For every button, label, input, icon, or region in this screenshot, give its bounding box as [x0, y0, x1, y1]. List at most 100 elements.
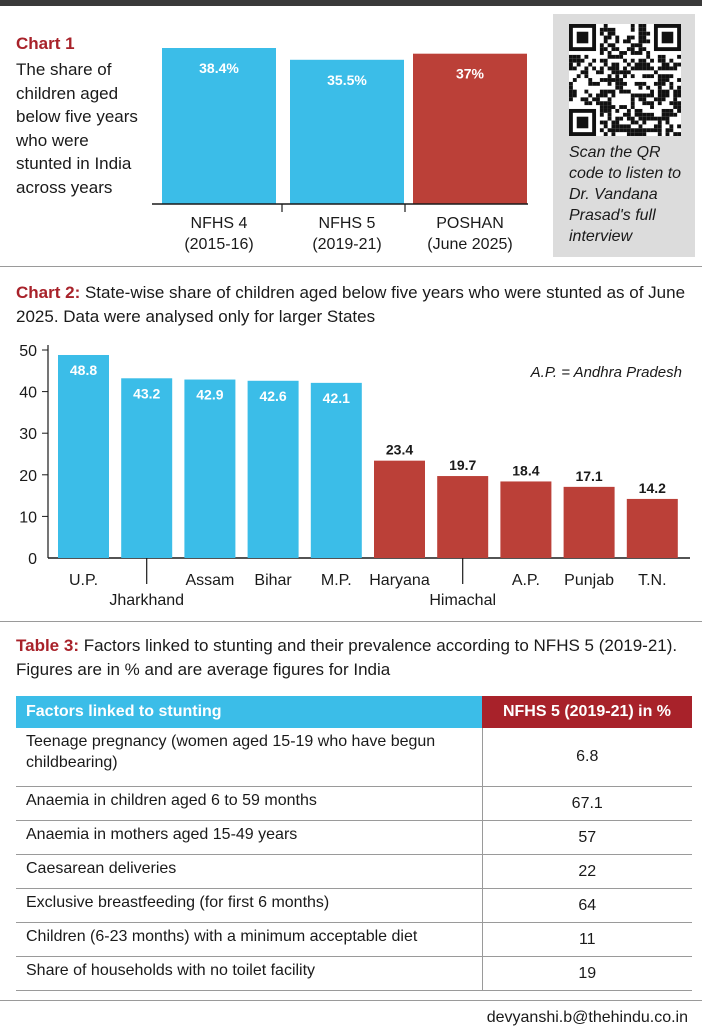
- qr-module: [623, 112, 627, 117]
- qr-module: [642, 47, 647, 52]
- qr-module: [638, 62, 643, 67]
- qr-module: [623, 81, 627, 86]
- qr-module: [615, 62, 620, 67]
- table-row: Anaemia in mothers aged 15-49 years 57: [16, 820, 692, 855]
- y-tick-label: 40: [19, 385, 37, 402]
- qr-module: [584, 101, 589, 106]
- qr-module: [650, 105, 654, 109]
- chart1-category-label: NFHS 5: [319, 215, 376, 232]
- qr-module: [665, 93, 670, 98]
- chart2-title: Chart 2:: [16, 283, 81, 302]
- qr-module: [634, 93, 639, 98]
- y-tick-label: 0: [28, 551, 37, 568]
- qr-module: [607, 97, 612, 102]
- qr-module: [642, 27, 647, 32]
- qr-module: [599, 89, 604, 94]
- table-row: Anaemia in children aged 6 to 59 months …: [16, 786, 692, 821]
- qr-module: [642, 112, 647, 117]
- qr-module: [677, 62, 681, 67]
- chart2-category-label: T.N.: [638, 572, 666, 589]
- qr-module: [665, 132, 670, 136]
- qr-module: [642, 74, 647, 79]
- qr-module: [569, 97, 573, 102]
- chart2-bar: [374, 460, 425, 558]
- qr-module: [607, 51, 612, 55]
- qr-module: [569, 54, 573, 59]
- y-tick-label: 10: [19, 509, 37, 526]
- qr-module: [653, 128, 658, 133]
- qr-module: [584, 66, 589, 71]
- chart1-description: The share of children aged below five ye…: [16, 60, 138, 197]
- divider: [0, 1000, 702, 1001]
- qr-module: [588, 62, 593, 67]
- qr-module: [650, 101, 654, 106]
- qr-module: [619, 128, 624, 133]
- qr-module: [677, 89, 681, 94]
- qr-module: [607, 116, 612, 121]
- qr-module: [673, 101, 678, 106]
- qr-module: [623, 124, 627, 129]
- table3-heading: Table 3: Factors linked to stunting and …: [16, 634, 686, 682]
- qr-module: [626, 124, 631, 129]
- qr-module: [630, 105, 635, 109]
- qr-module: [630, 132, 635, 136]
- qr-module: [619, 116, 624, 121]
- value-cell: 64: [481, 888, 692, 923]
- qr-module: [626, 89, 631, 94]
- qr-code-icon[interactable]: [569, 24, 681, 136]
- qr-panel: Scan the QR code to listen to Dr. Vandan…: [553, 14, 695, 257]
- chart1-title: Chart 1: [16, 34, 75, 53]
- qr-module: [569, 81, 573, 86]
- qr-module: [588, 101, 593, 106]
- qr-module: [619, 78, 624, 82]
- qr-module: [661, 93, 666, 98]
- qr-module: [673, 132, 678, 136]
- qr-module: [665, 89, 670, 94]
- qr-module: [665, 108, 670, 113]
- qr-module: [607, 101, 612, 106]
- qr-module: [673, 62, 678, 67]
- qr-module: [669, 108, 674, 113]
- qr-module: [599, 108, 604, 113]
- value-cell: 67.1: [481, 786, 692, 821]
- qr-module: [677, 54, 681, 59]
- qr-module: [572, 89, 577, 94]
- qr-module: [599, 47, 604, 52]
- qr-module: [642, 128, 647, 133]
- qr-module: [657, 74, 662, 79]
- table-row: Teenage pregnancy (women aged 15-19 who …: [16, 728, 692, 787]
- chart2-bar: [247, 380, 299, 558]
- qr-module: [599, 43, 604, 48]
- qr-module: [596, 101, 600, 106]
- qr-module: [657, 89, 662, 94]
- qr-module: [650, 74, 654, 79]
- qr-module: [623, 70, 627, 75]
- qr-module: [650, 93, 654, 98]
- qr-module: [584, 70, 589, 75]
- qr-module: [650, 116, 654, 121]
- factor-cell: Share of households with no toilet facil…: [16, 956, 482, 991]
- qr-module: [603, 27, 608, 32]
- chart2-note: A.P. = Andhra Pradesh: [530, 364, 682, 381]
- author-email-link[interactable]: devyanshi.b@thehindu.co.in: [486, 1009, 688, 1026]
- qr-module: [619, 70, 624, 75]
- qr-module: [615, 85, 620, 90]
- qr-module: [596, 70, 600, 75]
- qr-module: [580, 97, 585, 102]
- qr-module: [576, 74, 581, 79]
- qr-module: [603, 89, 608, 94]
- chart2-data-label: 23.4: [386, 442, 413, 458]
- chart2-bar: [184, 379, 236, 558]
- qr-module: [599, 128, 604, 133]
- qr-module: [599, 101, 604, 106]
- qr-finder-core: [576, 116, 589, 129]
- qr-module: [650, 89, 654, 94]
- qr-module: [665, 74, 670, 79]
- qr-module: [599, 78, 604, 82]
- qr-module: [619, 124, 624, 129]
- qr-module: [657, 101, 662, 106]
- qr-module: [638, 27, 643, 32]
- qr-module: [677, 101, 681, 106]
- qr-module: [634, 51, 639, 55]
- qr-module: [669, 112, 674, 117]
